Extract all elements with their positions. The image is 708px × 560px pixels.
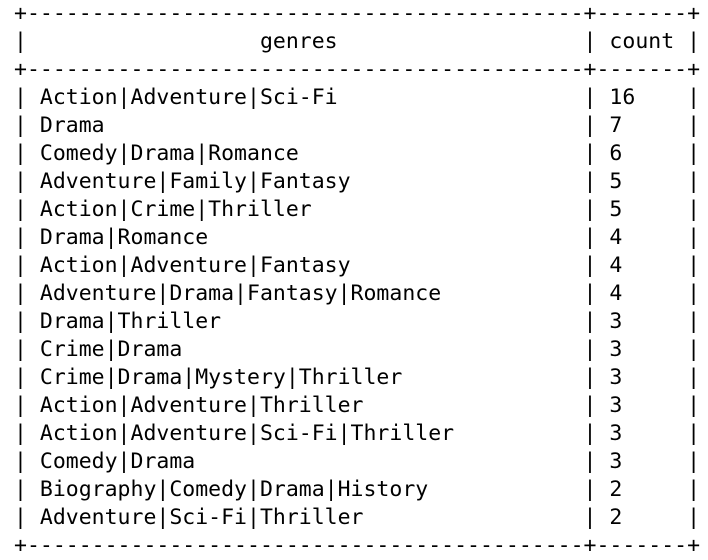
table-border-top: +---------------------------------------… — [14, 1, 701, 26]
table-row: | Action|Crime|Thriller | 5 | — [14, 197, 701, 222]
table-row: | Crime|Drama | 3 | — [14, 337, 701, 362]
table-header-row: | genres | count | — [14, 29, 701, 54]
table-row: | Comedy|Drama | 3 | — [14, 449, 701, 474]
table-row: | Comedy|Drama|Romance | 6 | — [14, 141, 701, 166]
table-row: | Drama | 7 | — [14, 113, 701, 138]
table-row: | Drama|Thriller | 3 | — [14, 309, 701, 334]
table-row: | Biography|Comedy|Drama|History | 2 | — [14, 477, 701, 502]
table-row: | Drama|Romance | 4 | — [14, 225, 701, 250]
table-border-bottom: +---------------------------------------… — [14, 533, 701, 558]
table-border-header: +---------------------------------------… — [14, 57, 701, 82]
table-row: | Adventure|Family|Fantasy | 5 | — [14, 169, 701, 194]
table-row: | Crime|Drama|Mystery|Thriller | 3 | — [14, 365, 701, 390]
table-row: | Adventure|Drama|Fantasy|Romance | 4 | — [14, 281, 701, 306]
table-row: | Action|Adventure|Sci-Fi|Thriller | 3 | — [14, 421, 701, 446]
table-row: | Action|Adventure|Thriller | 3 | — [14, 393, 701, 418]
table-row: | Adventure|Sci-Fi|Thriller | 2 | — [14, 505, 701, 530]
table-row: | Action|Adventure|Sci-Fi | 16 | — [14, 85, 701, 110]
table-row: | Action|Adventure|Fantasy | 4 | — [14, 253, 701, 278]
